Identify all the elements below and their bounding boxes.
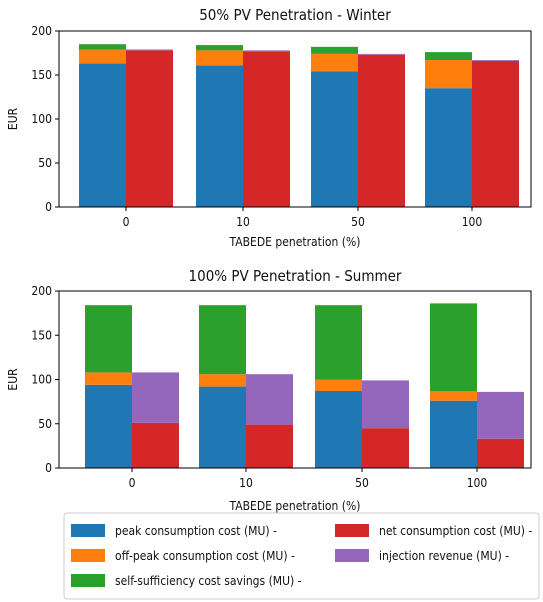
bar-self-sufficiency-cost-savings-mu-10	[196, 45, 243, 51]
bar-off-peak-consumption-cost-mu-100	[425, 60, 472, 89]
bar-peak-consumption-cost-mu-50	[315, 391, 362, 468]
legend-item: peak consumption cost (MU) -	[71, 524, 277, 538]
bar-peak-consumption-cost-mu-100	[425, 88, 472, 207]
bar-off-peak-consumption-cost-mu-100	[430, 391, 477, 401]
x-tick-label: 10	[236, 215, 250, 229]
x-tick-label: 100	[467, 476, 488, 490]
chart-panel-0: 50% PV Penetration - Winter 0 10 50 100 0 50 10…	[6, 6, 532, 249]
y-tick-label: 0	[45, 200, 52, 214]
y-tick-label: 0	[45, 461, 52, 475]
bar-off-peak-consumption-cost-mu-50	[311, 53, 358, 72]
legend-swatch	[335, 549, 369, 562]
bar-net-consumption-cost-mu-100	[477, 438, 524, 468]
legend-swatch	[71, 524, 105, 537]
legend-swatch	[71, 574, 105, 587]
legend: peak consumption cost (MU) - off-peak con…	[63, 512, 540, 600]
bar-peak-consumption-cost-mu-100	[430, 400, 477, 468]
legend-swatch	[71, 549, 105, 562]
bar-injection-revenue-mu-100	[477, 391, 524, 439]
x-axis-label: TABEDE penetration (%)	[229, 235, 361, 249]
bar-self-sufficiency-cost-savings-mu-0	[85, 305, 132, 373]
bar-net-consumption-cost-mu-0	[126, 50, 173, 207]
bar-off-peak-consumption-cost-mu-10	[196, 50, 243, 66]
legend-label: injection revenue (MU) -	[379, 549, 509, 563]
bar-net-consumption-cost-mu-10	[246, 424, 293, 468]
bar-self-sufficiency-cost-savings-mu-100	[430, 303, 477, 392]
plot-frame	[58, 30, 532, 208]
y-tick-label: 150	[31, 328, 52, 342]
bar-injection-revenue-mu-10	[243, 50, 290, 52]
bar-self-sufficiency-cost-savings-mu-10	[199, 305, 246, 375]
x-tick-label: 0	[129, 476, 136, 490]
x-tick-label: 50	[355, 476, 369, 490]
bar-peak-consumption-cost-mu-50	[311, 71, 358, 207]
y-tick-label: 200	[31, 284, 52, 298]
chart-panel-1: 100% PV Penetration - Summer 0 10 50 100 0 50 1…	[6, 267, 532, 513]
y-axis-label: EUR	[6, 107, 20, 130]
y-tick-label: 200	[31, 24, 52, 38]
x-tick-label: 0	[123, 215, 130, 229]
y-tick-label: 150	[31, 68, 52, 82]
bar-self-sufficiency-cost-savings-mu-0	[79, 44, 126, 50]
y-tick-label: 50	[38, 417, 52, 431]
chart-title: 50% PV Penetration - Winter	[199, 6, 391, 24]
bar-self-sufficiency-cost-savings-mu-50	[315, 305, 362, 380]
bar-injection-revenue-mu-10	[246, 374, 293, 425]
bar-off-peak-consumption-cost-mu-50	[315, 379, 362, 392]
x-tick-label: 100	[462, 215, 483, 229]
bar-off-peak-consumption-cost-mu-0	[79, 49, 126, 64]
chart-title: 100% PV Penetration - Summer	[189, 267, 402, 285]
x-axis-label: TABEDE penetration (%)	[229, 499, 361, 513]
bar-self-sufficiency-cost-savings-mu-50	[311, 46, 358, 54]
legend-label: self-sufficiency cost savings (MU) -	[115, 574, 302, 588]
legend-item: injection revenue (MU) -	[335, 549, 509, 563]
bar-injection-revenue-mu-0	[132, 372, 179, 423]
x-tick-label: 10	[239, 476, 253, 490]
legend-label: net consumption cost (MU) -	[379, 524, 532, 538]
plot-frame	[58, 290, 532, 469]
bar-peak-consumption-cost-mu-0	[79, 63, 126, 208]
legend-label: off-peak consumption cost (MU) -	[115, 549, 295, 563]
x-tick-label: 50	[351, 215, 365, 229]
legend-item: self-sufficiency cost savings (MU) -	[71, 574, 302, 588]
y-tick-label: 100	[31, 373, 52, 387]
legend-item: net consumption cost (MU) -	[335, 524, 532, 538]
y-tick-label: 100	[31, 112, 52, 126]
legend-label: peak consumption cost (MU) -	[115, 524, 277, 538]
legend-item: off-peak consumption cost (MU) -	[71, 549, 295, 563]
bar-net-consumption-cost-mu-10	[243, 51, 290, 207]
bar-injection-revenue-mu-50	[358, 53, 405, 55]
bar-peak-consumption-cost-mu-10	[199, 386, 246, 468]
bar-injection-revenue-mu-0	[126, 49, 173, 51]
bar-injection-revenue-mu-50	[362, 380, 409, 429]
bar-off-peak-consumption-cost-mu-10	[199, 374, 246, 387]
bar-net-consumption-cost-mu-50	[358, 54, 405, 208]
bar-self-sufficiency-cost-savings-mu-100	[425, 52, 472, 61]
bar-net-consumption-cost-mu-0	[132, 422, 179, 468]
y-axis-label: EUR	[6, 368, 20, 391]
bar-net-consumption-cost-mu-50	[362, 428, 409, 468]
bar-off-peak-consumption-cost-mu-0	[85, 372, 132, 385]
bar-injection-revenue-mu-100	[472, 60, 519, 61]
y-tick-label: 50	[38, 156, 52, 170]
legend-swatch	[335, 524, 369, 537]
legend-box	[63, 512, 540, 600]
bar-peak-consumption-cost-mu-10	[196, 65, 243, 207]
bar-peak-consumption-cost-mu-0	[85, 384, 132, 468]
bar-net-consumption-cost-mu-100	[472, 60, 519, 207]
